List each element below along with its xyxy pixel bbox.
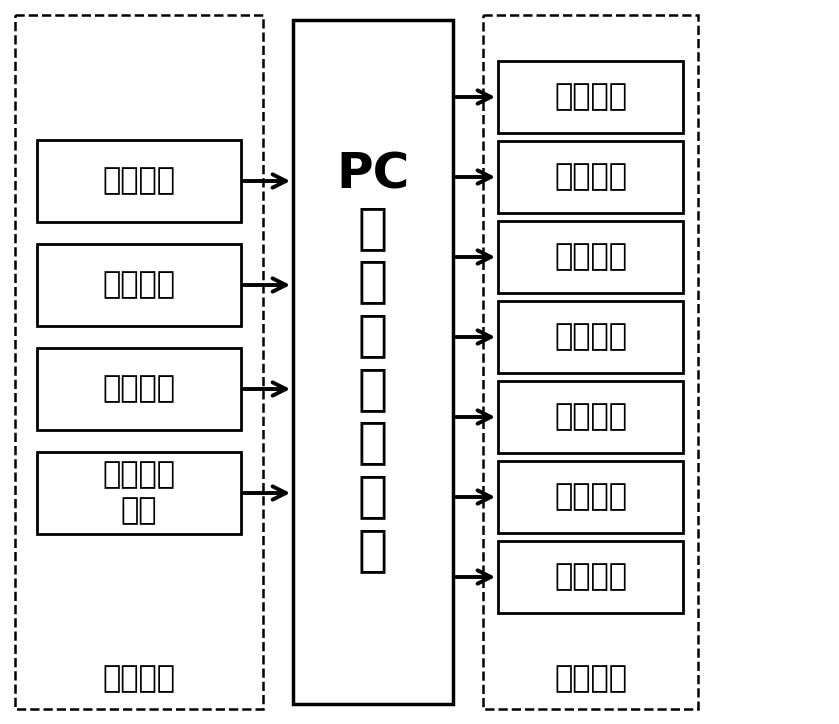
Bar	[498, 141, 683, 213]
Bar	[37, 348, 241, 430]
Bar	[293, 20, 453, 704]
Bar	[37, 140, 241, 222]
Bar	[37, 452, 241, 534]
Text: 输出参数: 输出参数	[554, 665, 627, 694]
Bar	[15, 15, 263, 709]
Text: 流量大小: 流量大小	[554, 162, 627, 192]
Text: 输入参数: 输入参数	[102, 665, 175, 694]
Text: 回转角度: 回转角度	[554, 482, 627, 511]
Text: 风力大小: 风力大小	[554, 243, 627, 272]
Bar	[37, 244, 241, 326]
Text: 行进速度: 行进速度	[554, 83, 627, 111]
Bar	[498, 461, 683, 533]
Bar	[498, 61, 683, 133]
Text: 回转速度: 回转速度	[554, 563, 627, 592]
Text: 植株类型: 植株类型	[102, 167, 175, 195]
Text: PC
机
参
数
计
算
软
件: PC 机 参 数 计 算 软 件	[336, 150, 409, 574]
Text: 叶片大小: 叶片大小	[102, 374, 175, 403]
Text: 植株高矮
程度: 植株高矮 程度	[102, 460, 175, 526]
Bar	[498, 541, 683, 613]
Bar	[498, 221, 683, 293]
Bar	[498, 381, 683, 453]
Text: 疏密程度: 疏密程度	[102, 271, 175, 300]
Bar	[498, 301, 683, 373]
Text: 俯仰速度: 俯仰速度	[554, 403, 627, 432]
Bar	[483, 15, 698, 709]
Text: 俯仰角度: 俯仰角度	[554, 322, 627, 351]
